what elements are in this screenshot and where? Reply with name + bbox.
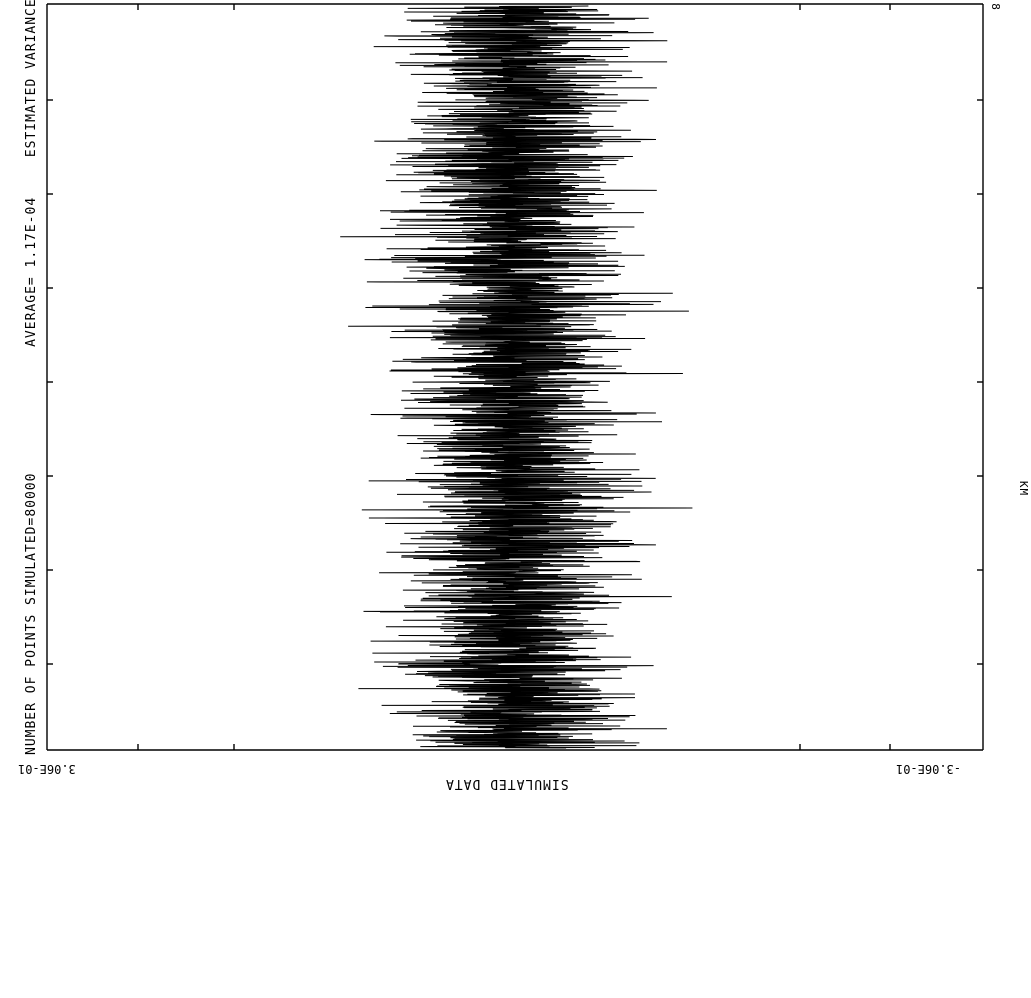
data-trace <box>340 5 693 749</box>
noise-trace-line <box>340 5 693 749</box>
plot-frame <box>46 3 984 751</box>
average-text: AVERAGE= 1.17E-04 <box>24 196 39 347</box>
simulation-annotation: NUMBER OF POINTS SIMULATED=80000 AVERAGE… <box>24 0 39 755</box>
x-tick-right: -3.06E-01 <box>896 762 962 776</box>
variance-text: ESTIMATED VARIANCE= 3.01E 03 <box>24 0 39 158</box>
axis-ticks <box>47 4 983 750</box>
x-axis-label: SIMULATED DATA <box>445 776 569 791</box>
y-tick-top: 8 <box>988 3 1002 10</box>
y-axis-label: KM <box>1017 480 1031 497</box>
x-tick-left: 3.06E-01 <box>18 762 76 776</box>
points-simulated-text: NUMBER OF POINTS SIMULATED=80000 <box>24 472 39 755</box>
